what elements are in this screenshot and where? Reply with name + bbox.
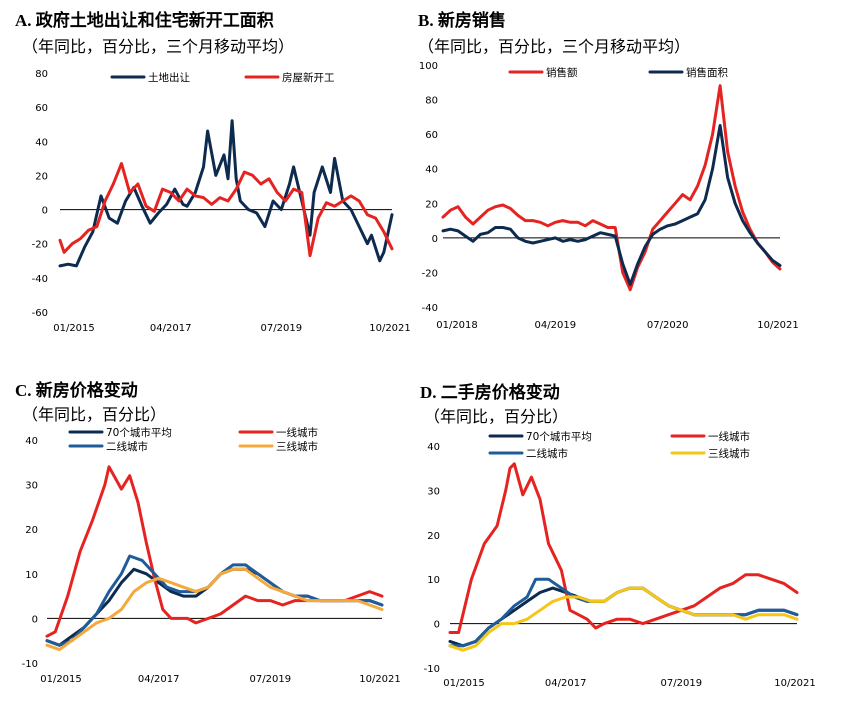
chart-c-y-tick-label: 30: [25, 481, 38, 492]
chart-d-legend-label-3: 二线城市: [526, 447, 568, 460]
chart-c-legend-label-3: 二线城市: [106, 440, 148, 453]
chart-c-series-line-4: [45, 567, 384, 652]
chart-c-x-tick-label: 07/2019: [250, 674, 292, 685]
chart-a-legend-label-1: 土地出让: [148, 71, 190, 84]
chart-d-title: D. 二手房价格变动: [420, 383, 560, 402]
chart-c-legend-label-2: 一线城市: [276, 426, 318, 439]
chart-b-y-tick-label: 60: [425, 130, 438, 141]
chart-a-y-tick-label: -20: [32, 240, 48, 251]
chart-a-y-tick-label: 0: [42, 206, 48, 217]
chart-c-legend-label-4: 三线城市: [276, 440, 318, 453]
chart-c-title: C. 新房价格变动: [15, 381, 138, 400]
chart-b-y-tick-label: 20: [425, 199, 438, 210]
chart-a-x-tick-label: 10/2021: [369, 323, 411, 334]
chart-d-legend-label-4: 三线城市: [708, 447, 750, 460]
chart-b-series-line-2: [441, 124, 782, 286]
chart-d-y-tick-label: 0: [434, 620, 440, 631]
chart-a-title: A. 政府土地出让和住宅新开工面积: [15, 11, 274, 30]
chart-d-y-tick-label: 20: [427, 531, 440, 542]
chart-a-y-tick-label: 80: [35, 69, 48, 80]
chart-c-y-tick-label: -10: [22, 659, 38, 670]
chart-b-x-tick-label: 04/2019: [535, 320, 577, 331]
chart-d-subtitle: （年同比，百分比）: [424, 409, 569, 426]
chart-a-x-tick-label: 07/2019: [261, 323, 303, 334]
chart-c-x-tick-label: 01/2015: [40, 674, 82, 685]
chart-a-y-tick-label: -40: [32, 274, 48, 285]
chart-d-legend-label-1: 70个城市平均: [526, 430, 592, 443]
chart-b-subtitle: （年同比，百分比，三个月移动平均）: [418, 39, 691, 56]
chart-a-y-tick-label: -60: [32, 308, 48, 319]
chart-b-legend-label-1: 销售额: [546, 66, 578, 79]
chart-b-x-tick-label: 01/2018: [436, 320, 478, 331]
chart-b-x-tick-label: 10/2021: [757, 320, 799, 331]
chart-c-y-tick-label: 40: [25, 436, 38, 447]
chart-b-y-tick-label: 40: [425, 165, 438, 176]
chart-b-y-tick-label: 0: [432, 234, 438, 245]
chart-a-legend-label-2: 房屋新开工: [282, 71, 335, 84]
chart-d-x-tick-label: 04/2017: [545, 678, 587, 689]
chart-c-y-tick-label: 20: [25, 525, 38, 536]
chart-d-series-line-4: [448, 586, 799, 652]
chart-a-x-tick-label: 04/2017: [150, 323, 192, 334]
chart-a-y-tick-label: 60: [35, 103, 48, 114]
chart-d-x-tick-label: 10/2021: [774, 678, 816, 689]
chart-c-y-tick-label: 0: [32, 614, 38, 625]
chart-c-y-tick-label: 10: [25, 570, 38, 581]
chart-d-legend-label-2: 一线城市: [708, 430, 750, 443]
chart-d-series-line-2: [448, 462, 799, 634]
chart-b-y-tick-label: 100: [419, 61, 438, 72]
chart-b-series-line-1: [441, 84, 782, 292]
chart-d-y-tick-label: -10: [424, 664, 440, 675]
chart-a-y-tick-label: 40: [35, 137, 48, 148]
chart-d-y-tick-label: 10: [427, 575, 440, 586]
chart-c-legend-label-1: 70个城市平均: [106, 426, 172, 439]
chart-b-title: B. 新房销售: [418, 11, 506, 30]
chart-b-legend-label-2: 销售面积: [686, 66, 728, 79]
chart-d-x-tick-label: 01/2015: [443, 678, 485, 689]
chart-a-series-line-2: [58, 162, 394, 258]
chart-a-y-tick-label: 20: [35, 171, 48, 182]
chart-a-series-line-1: [58, 119, 394, 268]
chart-b-x-tick-label: 07/2020: [647, 320, 689, 331]
chart-d-x-tick-label: 07/2019: [661, 678, 703, 689]
chart-b-y-tick-label: 80: [425, 96, 438, 107]
chart-b-y-tick-label: -20: [422, 268, 438, 279]
chart-d-y-tick-label: 30: [427, 486, 440, 497]
chart-c-subtitle: （年同比，百分比）: [22, 407, 167, 424]
chart-a-subtitle: （年同比，百分比，三个月移动平均）: [22, 39, 295, 56]
chart-d-y-tick-label: 40: [427, 442, 440, 453]
chart-a-x-tick-label: 01/2015: [53, 323, 95, 334]
chart-c-x-tick-label: 04/2017: [138, 674, 180, 685]
chart-b-y-tick-label: -40: [422, 303, 438, 314]
chart-c-x-tick-label: 10/2021: [359, 674, 401, 685]
